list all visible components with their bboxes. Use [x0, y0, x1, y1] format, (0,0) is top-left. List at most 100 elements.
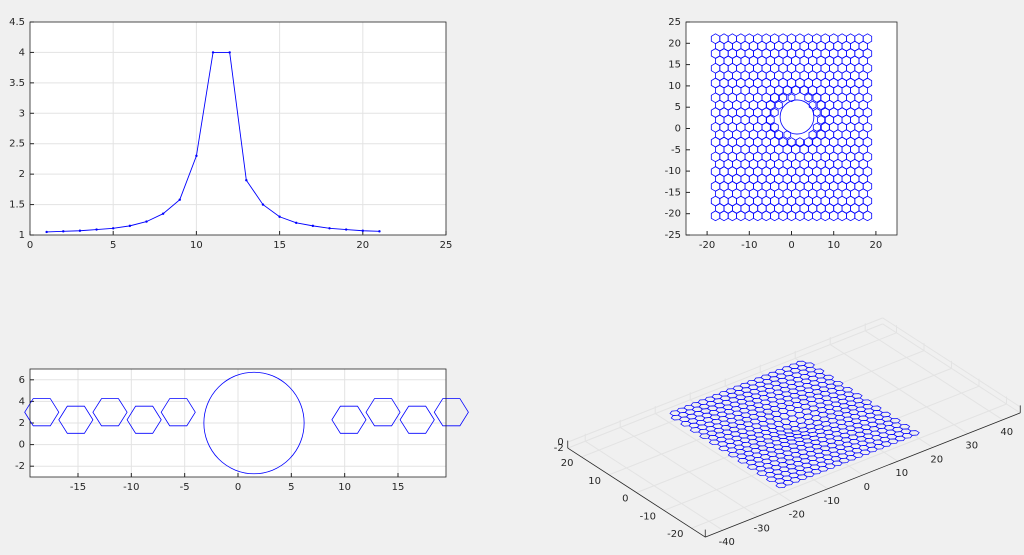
hexagon — [770, 107, 779, 118]
hexagon — [160, 398, 196, 427]
grid-line — [882, 323, 1021, 414]
hexagon — [774, 129, 783, 140]
x-tick-label: -10 — [123, 482, 139, 493]
x-tick-label: -30 — [754, 523, 770, 534]
data-point — [344, 228, 348, 231]
mesh — [669, 360, 920, 489]
hexagon — [787, 137, 796, 147]
y-tick-label: 0 — [675, 124, 681, 135]
data-point — [361, 229, 364, 232]
x-tick-label: 10 — [827, 240, 840, 251]
axes-box — [29, 368, 447, 478]
data-point — [145, 220, 148, 223]
axis-line — [567, 447, 706, 538]
x-tick-label: 30 — [965, 441, 978, 452]
x-tick-label: 10 — [190, 240, 203, 251]
y-tick-label: 4 — [19, 396, 25, 407]
y-tick-label: 25 — [668, 17, 681, 28]
x-tick-label: -20 — [789, 510, 805, 521]
grid-line — [663, 385, 980, 511]
x-tick-label: 20 — [356, 240, 369, 251]
hexagon — [813, 108, 821, 117]
hexagon — [787, 93, 796, 103]
hole — [779, 99, 815, 135]
y-tick-label: 4.5 — [9, 17, 25, 28]
y-tick-label: 0 — [622, 494, 628, 505]
data-point — [45, 230, 48, 234]
axes-box — [685, 21, 898, 236]
grid-line — [567, 323, 883, 449]
x-tick-label: 20 — [870, 240, 883, 251]
grid-line — [608, 350, 925, 476]
hexagon — [770, 122, 779, 133]
hexagon — [808, 100, 817, 110]
x-tick-label: 20 — [930, 454, 943, 465]
axis-line — [705, 412, 1021, 538]
hexagon — [365, 398, 401, 427]
data-point — [228, 51, 231, 54]
x-tick-label: 15 — [273, 240, 286, 251]
data-point — [128, 224, 132, 228]
hexagon — [92, 398, 128, 427]
x-tick-label: 5 — [288, 482, 294, 493]
y-tick-label: 6 — [19, 375, 25, 386]
hexagon — [795, 137, 804, 147]
x-tick-label: 25 — [440, 240, 453, 251]
hole — [203, 371, 305, 475]
data-point — [112, 227, 115, 230]
x-tick-label: -5 — [180, 482, 190, 493]
y-tick-label: -20 — [667, 529, 683, 540]
mesh — [710, 33, 873, 222]
hexagon — [766, 115, 775, 125]
x-tick-label: -15 — [70, 482, 86, 493]
hexagon — [817, 115, 826, 125]
data-point — [62, 230, 65, 233]
y-tick-label: 4 — [19, 47, 25, 58]
y-tick-label: 2.5 — [9, 139, 25, 150]
y-tick-label: 2 — [19, 418, 25, 429]
y-tick-label: -10 — [640, 511, 656, 522]
hexagon — [862, 33, 873, 45]
data-point — [195, 154, 198, 158]
hexagon — [399, 405, 435, 434]
data-point — [161, 212, 165, 215]
y-tick-label: 0 — [19, 440, 25, 451]
data-point — [295, 221, 298, 225]
y-tick-label: -2 — [15, 461, 25, 472]
x-tick-label: 0 — [27, 240, 33, 251]
hexagon — [58, 405, 94, 434]
grid-line — [636, 367, 952, 494]
x-tick-label: 15 — [392, 482, 405, 493]
data-point — [261, 203, 265, 206]
z-tick-label: -2 — [554, 443, 564, 454]
axes-background — [686, 22, 897, 235]
data-point — [211, 51, 215, 54]
y-tick-label: 3.5 — [9, 78, 25, 89]
y-tick-label: 1.5 — [9, 200, 25, 211]
hexagon — [24, 398, 60, 427]
data-point — [78, 229, 82, 232]
x-tick-label: 10 — [338, 482, 351, 493]
x-tick-label: 0 — [864, 482, 870, 493]
x-tick-label: 10 — [895, 468, 908, 479]
y-tick-label: 1 — [19, 230, 25, 241]
hexagon — [808, 130, 817, 140]
y-tick-label: 10 — [668, 81, 681, 92]
y-tick-label: -25 — [665, 230, 681, 241]
y-tick-label: 20 — [561, 458, 574, 469]
hexagon — [791, 85, 800, 96]
axes-background — [30, 22, 446, 235]
hexagon — [795, 360, 807, 367]
data-point — [245, 179, 248, 182]
hexagon — [816, 100, 826, 111]
grid-line — [882, 317, 1021, 408]
z-tick-label: 0 — [557, 437, 563, 448]
y-tick-label: 20 — [668, 38, 681, 49]
hexagon — [804, 137, 813, 147]
x-tick-label: -40 — [719, 537, 735, 548]
mesh — [24, 371, 469, 475]
x-tick-label: 0 — [788, 240, 794, 251]
x-tick-label: 40 — [1000, 427, 1013, 438]
x-tick-label: -20 — [699, 240, 715, 251]
